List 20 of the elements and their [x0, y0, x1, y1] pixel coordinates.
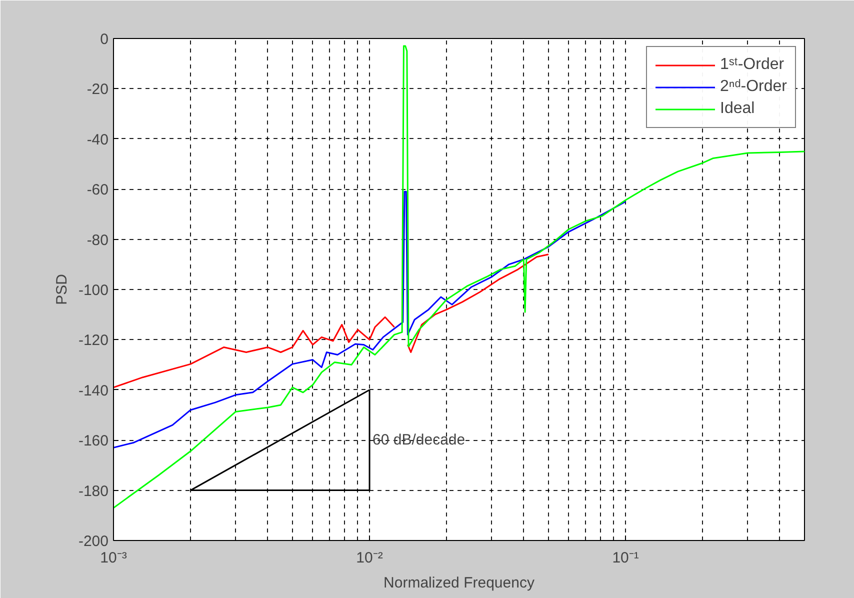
y-tick-label: -200 [78, 533, 109, 550]
legend-label: 2ⁿᵈ-Order [720, 78, 787, 96]
y-tick-label: -140 [78, 382, 109, 400]
legend-label: 1ˢᵗ-Order [720, 56, 784, 74]
y-tick-label: -20 [86, 81, 109, 98]
y-tick-label: -80 [86, 232, 109, 249]
x-tick-label: 10⁻¹ [612, 550, 639, 566]
y-tick-label: 0 [100, 31, 108, 48]
y-tick-label: -160 [78, 432, 109, 450]
x-axis-title: Normalized Frequency [384, 574, 535, 592]
legend-label: Ideal [720, 100, 755, 118]
x-tick-label: 10⁻² [356, 550, 383, 566]
y-tick-label: -180 [78, 482, 109, 500]
y-tick-label: -120 [78, 332, 109, 350]
y-tick-label: -40 [86, 131, 109, 148]
y-tick-label: -100 [78, 282, 109, 299]
x-tick-label: 10⁻³ [100, 550, 127, 566]
y-axis-title: PSD [53, 274, 70, 305]
annotation: 60 dB/decade [372, 432, 466, 449]
y-tick-label: -60 [86, 182, 109, 199]
